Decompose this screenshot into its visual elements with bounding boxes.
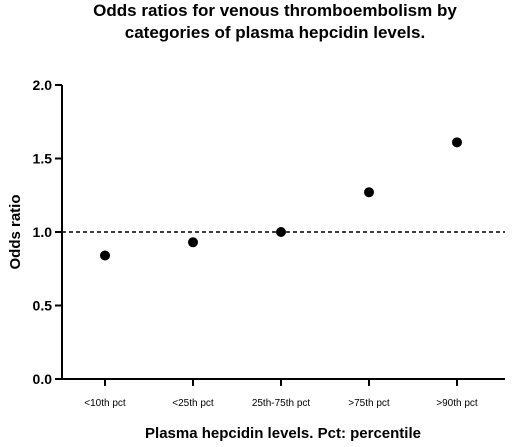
data-point (100, 250, 110, 261)
y-tick-label: 0.5 (33, 298, 53, 314)
chart-title-line-2: categories of plasma hepcidin levels. (124, 23, 426, 42)
y-axis-label: Odds ratio (7, 194, 24, 269)
x-tick-label: <10th pct (84, 398, 126, 409)
y-tick-label: 1.5 (33, 151, 53, 167)
data-points (100, 137, 462, 261)
chart-title: Odds ratios for venous thromboembolism b… (40, 0, 510, 44)
x-tick-label: <25th pct (172, 398, 214, 409)
data-point (276, 227, 286, 237)
chart-title-line-1: Odds ratios for venous thromboembolism b… (93, 1, 457, 20)
x-axis-label: Plasma hepcidin levels. Pct: percentile (145, 425, 421, 442)
data-point (452, 137, 462, 148)
y-tick-label: 1.0 (33, 224, 53, 240)
y-tick-label: 2.0 (33, 77, 53, 93)
x-tick-label: >75th pct (348, 398, 390, 409)
x-tick-label: >90th pct (436, 398, 478, 409)
y-axis-ticks: 0.0 0.5 1.0 1.5 2.0 (33, 77, 62, 387)
data-point (188, 237, 198, 248)
y-tick-label: 0.0 (33, 371, 53, 387)
x-tick-label: 25th-75th pct (252, 398, 311, 409)
x-axis-ticks: <10th pct <25th pct 25th-75th pct >75th pct… (84, 379, 478, 409)
data-point (364, 187, 374, 198)
